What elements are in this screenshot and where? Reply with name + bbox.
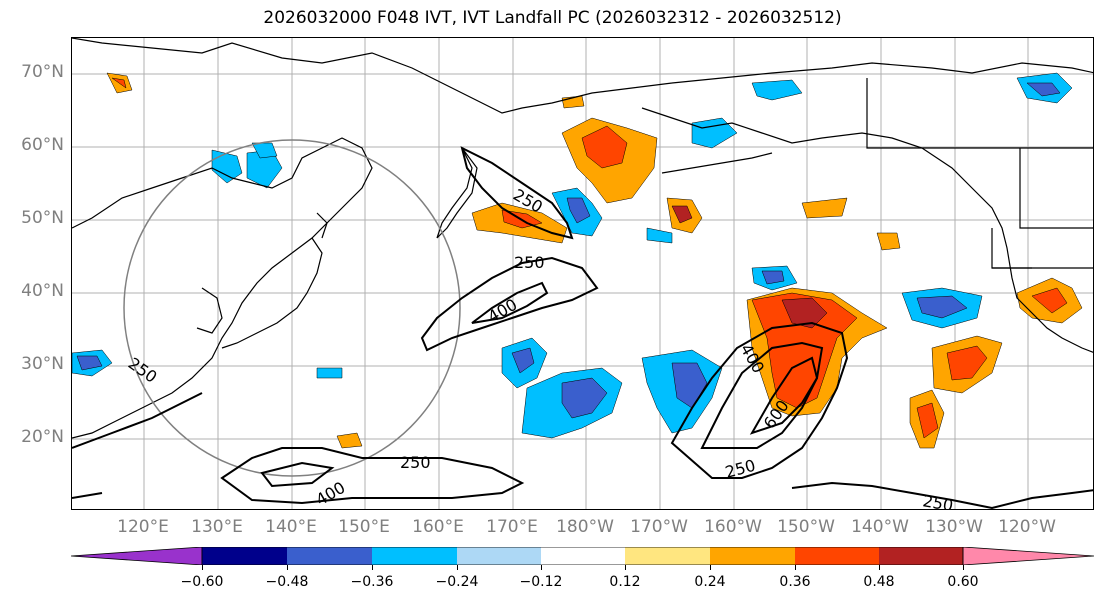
colorbar-bin	[287, 547, 372, 565]
lon-label-180w: 180°W	[556, 517, 614, 537]
colorbar-tickmark	[202, 565, 203, 570]
ivt-contours	[72, 146, 1093, 509]
lat-label-20n: 20°N	[21, 427, 64, 447]
contour-label: 250	[723, 456, 757, 482]
lat-label-40n: 40°N	[21, 281, 64, 301]
lon-label-140w: 140°W	[851, 517, 909, 537]
lon-label-170w: 170°W	[630, 517, 688, 537]
colorbar-bin	[457, 547, 541, 565]
colorbar-bin	[202, 547, 287, 565]
colorbar-tick-label: 0.48	[863, 574, 895, 590]
colorbar-bin	[541, 547, 625, 565]
colorbar-tick-label: −0.60	[180, 574, 224, 590]
colorbar-tickmark	[625, 565, 626, 570]
colorbar-tickmark	[963, 565, 964, 570]
colorbar-tick-label: −0.48	[265, 574, 309, 590]
colorbar-extend-min	[71, 547, 203, 565]
colorbar-tickmark	[879, 565, 880, 570]
lon-label-170e: 170°E	[486, 517, 538, 537]
colorbar-tickmark	[372, 565, 373, 570]
lon-label-130e: 130°E	[191, 517, 243, 537]
colorbar-tickmark	[795, 565, 796, 570]
contour-label-group: 250 250 400 250 250 400 400 600 250 250	[125, 185, 955, 510]
colorbar-bin	[795, 547, 879, 565]
colorbar-bin	[372, 547, 457, 565]
colorbar-tick-label: 0.60	[947, 574, 979, 590]
lon-label-160e: 160°E	[412, 517, 464, 537]
colorbar-bin	[879, 547, 963, 565]
map-svg: 250 250 400 250 250 400 400 600 250 250	[72, 38, 1093, 510]
lat-label-30n: 30°N	[21, 354, 64, 374]
lon-label-130w: 130°W	[925, 517, 983, 537]
gridlines	[72, 38, 1093, 509]
colorbar-tick-label: 0.36	[779, 574, 811, 590]
colorbar-tick-label: 0.24	[694, 574, 726, 590]
colorbar-extend-max	[962, 547, 1094, 565]
map-title: 2026032000 F048 IVT, IVT Landfall PC (20…	[263, 8, 842, 28]
lon-label-120w: 120°W	[998, 517, 1056, 537]
contour-label: 400	[313, 478, 349, 510]
radius-circle	[123, 139, 461, 477]
lat-label-50n: 50°N	[21, 208, 64, 228]
ivt-shading	[72, 72, 1083, 449]
lon-label-160w: 160°W	[704, 517, 762, 537]
lon-label-140e: 140°E	[265, 517, 317, 537]
lon-label-150w: 150°W	[777, 517, 835, 537]
map-panel: 250 250 400 250 250 400 400 600 250 250	[71, 37, 1094, 510]
colorbar-bin	[710, 547, 795, 565]
colorbar-tick-label: −0.36	[350, 574, 394, 590]
colorbar-bin	[625, 547, 710, 565]
colorbar-tickmark	[287, 565, 288, 570]
colorbar	[71, 547, 1094, 565]
colorbar-tickmark	[457, 565, 458, 570]
contour-label: 250	[125, 354, 161, 387]
lon-label-120e: 120°E	[117, 517, 169, 537]
lon-label-150e: 150°E	[338, 517, 390, 537]
colorbar-tickmark	[710, 565, 711, 570]
lat-label-60n: 60°N	[21, 135, 64, 155]
lat-label-70n: 70°N	[21, 62, 64, 82]
colorbar-tickmark	[541, 565, 542, 570]
colorbar-tick-label: 0.12	[609, 574, 641, 590]
contour-label: 250	[400, 453, 431, 472]
colorbar-tick-label: −0.12	[519, 574, 563, 590]
contour-label: 250	[514, 253, 545, 272]
contour-label: 250	[921, 491, 954, 510]
colorbar-tick-label: −0.24	[435, 574, 479, 590]
coastlines	[72, 38, 1093, 439]
